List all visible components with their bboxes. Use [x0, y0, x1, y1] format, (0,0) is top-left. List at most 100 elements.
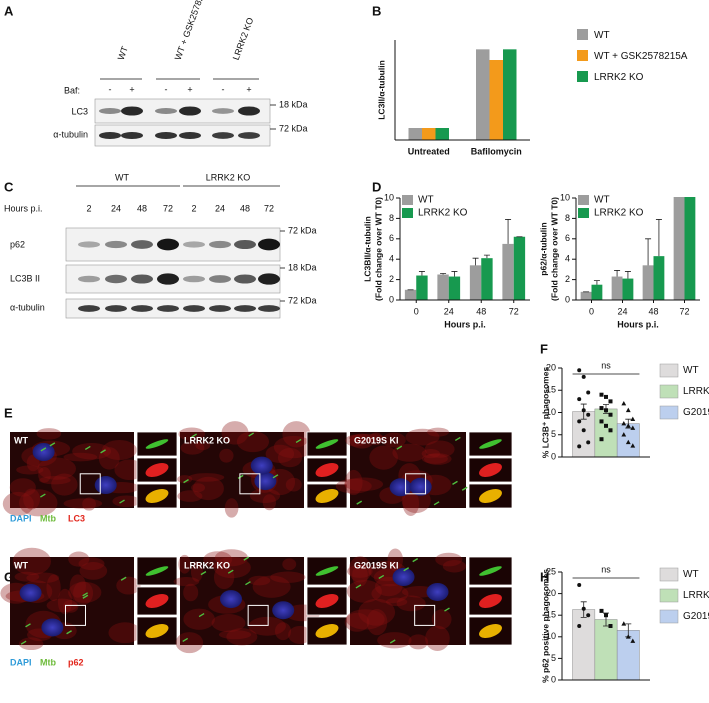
cell-signal: [112, 495, 140, 508]
x-tick-label: 0: [414, 306, 419, 316]
error-bar: [505, 219, 512, 244]
inset-signal: [315, 624, 339, 638]
blot-band: [121, 106, 143, 116]
bacterium: [20, 640, 27, 645]
bacterium: [403, 567, 410, 572]
cell-signal: [177, 490, 203, 502]
blot-band: [179, 106, 201, 116]
bacterium: [84, 445, 91, 451]
data-point: [621, 421, 627, 426]
cell-signal: [57, 588, 73, 615]
data-point: [630, 638, 636, 643]
row-label: LC3: [71, 106, 88, 116]
condition-label: WT: [116, 44, 130, 61]
cell-signal: [405, 428, 440, 446]
blot-band: [157, 238, 179, 251]
bar: [673, 197, 685, 300]
cell-signal: [402, 490, 420, 516]
y-tick-label: 8: [389, 213, 394, 223]
nucleus: [389, 478, 412, 497]
micrograph-label: G2019S KI: [354, 435, 399, 445]
cell-signal: [344, 477, 384, 492]
bar: [622, 278, 634, 300]
zoom-box: [64, 604, 86, 626]
y-tick-label: 15: [546, 610, 556, 620]
cell-signal: [69, 574, 86, 598]
bar: [684, 197, 696, 300]
cell-signal: [188, 473, 225, 482]
row-label: α-tubulin: [53, 129, 88, 139]
blot-band: [131, 274, 153, 284]
marker-label: 72 kDa: [279, 123, 308, 133]
baf-sign: +: [246, 84, 251, 94]
zoom-box: [239, 473, 261, 495]
bacterium: [100, 449, 106, 454]
channel-label: Mtb: [40, 657, 56, 667]
data-point: [604, 408, 608, 413]
cell-signal: [347, 564, 373, 578]
y-axis-label: % LC3B⁺ phagosomes: [540, 367, 550, 459]
data-point: [608, 428, 613, 433]
cell-signal: [14, 571, 40, 582]
bacterium: [40, 447, 47, 452]
bacterium: [198, 612, 205, 618]
bacterium: [248, 432, 255, 437]
micrograph-label: WT: [14, 560, 28, 570]
cell-signal: [369, 445, 398, 470]
hours-value: 72: [163, 203, 173, 213]
error-bar: [483, 254, 490, 259]
legend-label: LRRK2 KO: [594, 208, 644, 219]
plot-area: [404, 219, 526, 300]
y-tick-label: 6: [565, 233, 570, 243]
data-point: [581, 408, 586, 413]
cell-signal: [63, 498, 103, 509]
legend-label: WT: [594, 195, 610, 206]
cell-signal: [427, 427, 450, 437]
data-point: [599, 608, 604, 613]
cell-signal: [352, 564, 368, 587]
error-bar: [418, 271, 425, 276]
cell-signal: [26, 572, 60, 584]
bacterium: [272, 474, 279, 479]
channel-label: Mtb: [40, 513, 56, 523]
cell-signal: [213, 565, 235, 590]
bacterium: [119, 499, 125, 504]
blot-band: [157, 305, 179, 312]
bar: [481, 258, 493, 300]
inset-signal: [145, 566, 169, 576]
nucleus: [41, 618, 64, 637]
bar: [580, 291, 592, 300]
inset-signal: [145, 624, 169, 638]
bacterium: [82, 592, 88, 597]
error-bar: [440, 273, 447, 275]
nucleus: [392, 567, 415, 586]
bar: [489, 60, 503, 140]
y-axis-label: LC3II/α-tubulin: [376, 60, 386, 120]
micrograph: [10, 432, 134, 508]
y-tick-label: 0: [551, 451, 556, 461]
cell-signal: [288, 625, 312, 644]
hours-value: 24: [215, 203, 225, 213]
cell-signal: [224, 498, 239, 518]
zoom-box: [79, 473, 101, 495]
hours-value: 48: [137, 203, 147, 213]
bacterium: [245, 581, 251, 586]
data-point: [577, 419, 582, 424]
inset-signal: [315, 439, 339, 449]
bacterium: [355, 584, 362, 589]
bar: [422, 128, 436, 140]
data-point: [621, 432, 627, 437]
bacterium: [356, 500, 363, 505]
baf-sign: -: [109, 84, 112, 94]
cell-signal: [98, 447, 120, 470]
inset-signal: [315, 566, 339, 576]
blot-band: [212, 132, 234, 139]
micrograph-label: LRRK2 KO: [184, 435, 230, 445]
cell-signal: [63, 599, 79, 613]
channel-label: p62: [68, 657, 84, 667]
micrograph-label: G2019S KI: [354, 560, 399, 570]
blot-band: [209, 240, 231, 249]
cell-signal: [396, 595, 426, 612]
cell-signal: [270, 571, 306, 583]
